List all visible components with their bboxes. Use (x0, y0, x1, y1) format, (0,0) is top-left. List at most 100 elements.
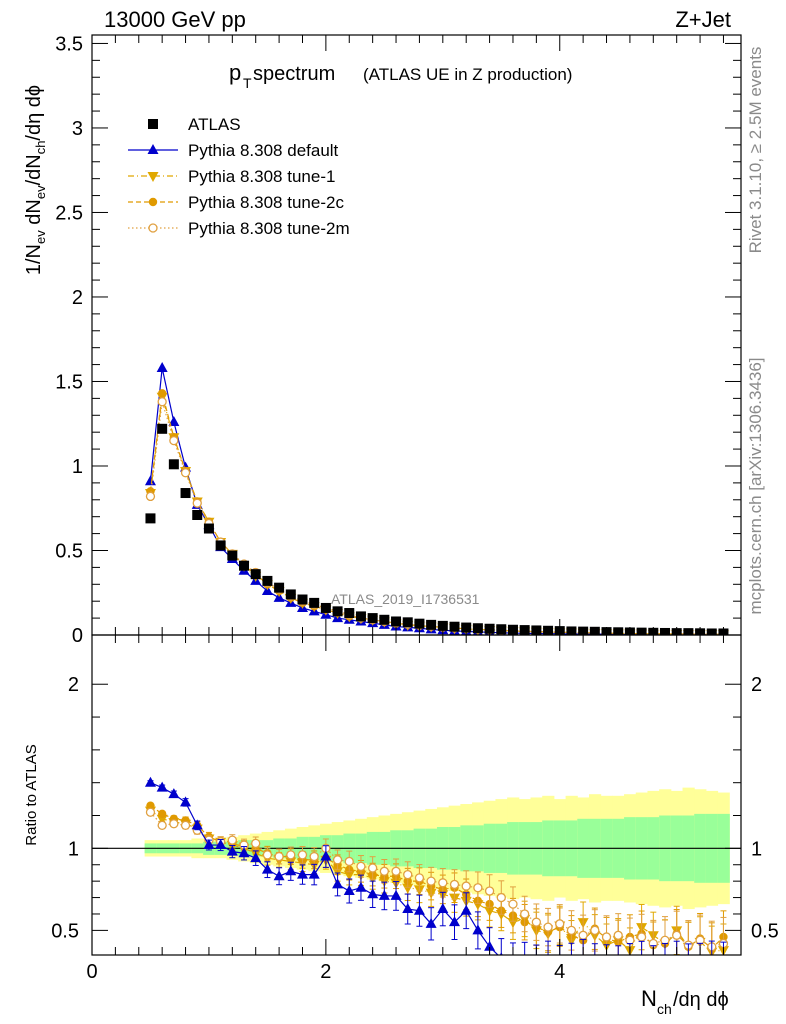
ratio-point-triangle-up (671, 964, 682, 974)
rivet-label: Rivet 3.1.10, ≥ 2.5M events (746, 47, 765, 254)
y-tick-label-top: 2.5 (55, 202, 83, 224)
ratio-point-circle-open (625, 935, 635, 945)
data-point-square (168, 459, 179, 470)
ratio-point-circle-open (274, 851, 284, 862)
y-tick-label-top: 3 (72, 118, 83, 140)
header-left: 13000 GeV pp (104, 7, 246, 32)
ratio-point-triangle-up (168, 788, 180, 799)
y-tick-label-top: 1.5 (55, 371, 83, 393)
ratio-point-circle-open (356, 861, 366, 872)
ratio-point-triangle-up (601, 964, 612, 974)
ratio-point-circle-open (613, 930, 623, 940)
data-point-square (332, 606, 343, 617)
ratio-panel-frame (91, 634, 742, 956)
data-point-square (192, 510, 203, 520)
legend-marker-triangle-down (147, 172, 159, 182)
data-point-square (414, 618, 425, 629)
ratio-point-triangle-up (460, 904, 472, 915)
x-axis-title: N ch /dη dϕ (641, 986, 729, 1017)
x-tick-label: 2 (320, 961, 331, 983)
ratio-point-triangle-up (250, 852, 262, 863)
ratio-point-triangle-up (531, 960, 542, 970)
ratio-point-triangle-up (507, 957, 518, 967)
data-point-square (227, 550, 238, 561)
ratio-point-circle-open (672, 930, 682, 940)
y-tick-label-bottom-right: 0.5 (751, 920, 779, 942)
data-point-square (320, 602, 331, 613)
ratio-point-circle-open (145, 807, 156, 817)
data-point-square (589, 626, 600, 635)
data-point-square (472, 623, 483, 634)
ratio-point-triangle-up (648, 967, 659, 977)
ratio-point-triangle-up (519, 957, 530, 967)
ratio-point-triangle-up (425, 917, 437, 928)
data-point-triangle-up (144, 475, 156, 486)
ratio-point-circle-open (590, 925, 600, 936)
ratio-point-circle (157, 809, 167, 819)
legend-marker-triangle-up (147, 144, 159, 154)
data-point-square (636, 627, 647, 635)
y-tick-label-top: 2 (72, 287, 83, 309)
legend-marker-circle (148, 197, 158, 207)
ratio-point-circle-open (543, 922, 553, 932)
title-sub: T (243, 75, 252, 91)
ratio-point-triangle-up (390, 889, 402, 900)
data-point-square (239, 560, 250, 571)
ratio-point-triangle-up (308, 868, 320, 879)
ratio-point-triangle-up (191, 819, 203, 830)
ratio-point-triangle-up (624, 964, 635, 974)
y-tick-label-bottom: 0.5 (51, 920, 79, 942)
ratio-point-circle-open (496, 892, 506, 903)
ratio-point-circle-open (367, 863, 378, 873)
title-main: p (229, 60, 241, 85)
legend-label: Pythia 8.308 tune-2c (188, 193, 344, 212)
data-point-circle-open (145, 491, 156, 502)
ratio-point-triangle-down (156, 814, 168, 825)
ratio-point-triangle-up (683, 967, 694, 977)
ratio-point-circle-open (251, 838, 261, 849)
ratio-point-triangle-up (215, 839, 227, 850)
ratio-point-circle-open (426, 876, 436, 886)
ratio-panel: 0 2 4 0.5 0.5 1 1 2 2 (51, 634, 779, 983)
ratio-point-circle-open (566, 925, 577, 936)
data-point-square (157, 423, 168, 434)
data-point-square (449, 621, 460, 632)
legend-label: Pythia 8.308 default (188, 141, 339, 160)
ratio-point-triangle-up (449, 916, 461, 927)
data-point-circle (157, 389, 167, 398)
ratio-point-circle-open (169, 819, 179, 829)
ratio-point-triangle-up (226, 845, 238, 856)
ratio-point-triangle-up (180, 796, 192, 807)
data-point-circle-open (180, 468, 191, 478)
ratio-point-triangle-up (472, 924, 484, 935)
data-point-square (297, 594, 308, 605)
data-point-square (543, 625, 554, 635)
y-tick-label-top: 3.5 (55, 33, 83, 55)
data-point-square (203, 523, 214, 534)
legend-marker-circle-open (148, 223, 158, 233)
ratio-point-circle-open (414, 873, 425, 883)
ratio-point-circle-open (508, 899, 518, 909)
x-tick-label: 4 (554, 961, 565, 983)
y-tick-label-top: 0.5 (55, 540, 83, 562)
x-axis-title-main: N (641, 986, 657, 1011)
y-tick-label-top: 1 (72, 456, 83, 478)
y-axis-title-bottom: Ratio to ATLAS (23, 744, 40, 845)
ratio-point-circle-open (262, 850, 273, 860)
analysis-label: ATLAS_2019_I1736531 (331, 591, 480, 607)
legend-label: Pythia 8.308 tune-1 (188, 167, 335, 186)
legend-marker-square (148, 119, 158, 129)
ratio-point-triangle-up (413, 904, 425, 915)
data-point-square (274, 582, 285, 593)
ratio-point-triangle-up (332, 878, 344, 889)
x-axis-title-rest: /dη dϕ (673, 989, 729, 1011)
ratio-point-circle (146, 801, 155, 810)
data-point-square (215, 540, 226, 551)
data-point-square (519, 625, 530, 635)
ratio-point-triangle-up (499, 952, 503, 955)
ratio-point-circle-open (473, 883, 483, 893)
ratio-point-triangle-up (578, 957, 589, 967)
ratio-point-triangle-up (589, 962, 600, 972)
y-tick-label-bottom-right: 2 (751, 674, 762, 696)
